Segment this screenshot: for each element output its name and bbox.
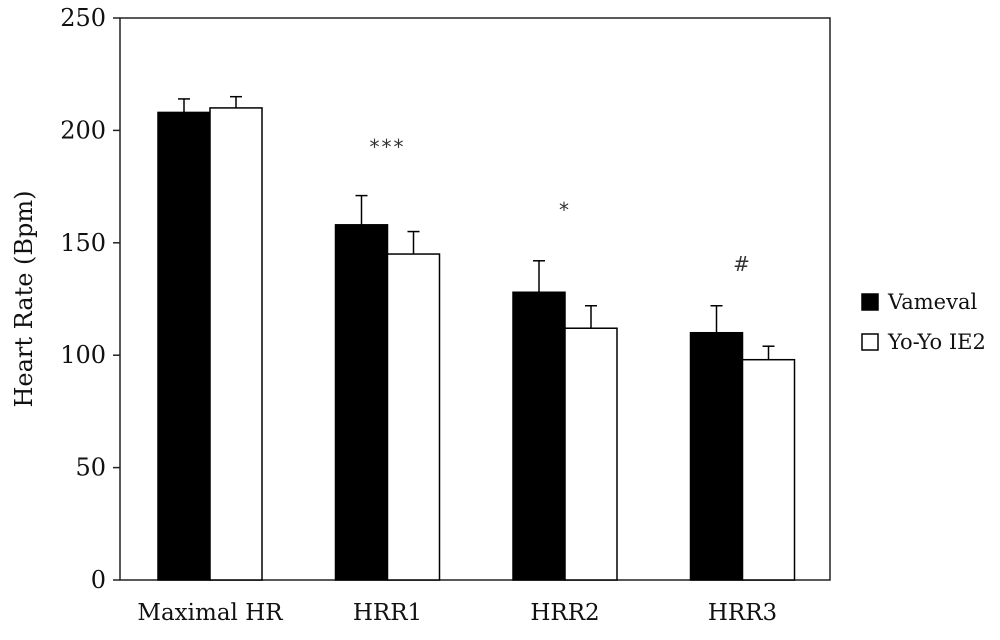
- bar-yo-yo-ie2-2: [564, 327, 618, 581]
- x-axis: Maximal HR HRR1 HRR2 HRR3: [137, 600, 777, 626]
- bar-vameval-3: [689, 331, 744, 581]
- y-tick-label: 150: [60, 229, 106, 257]
- legend: Vameval Yo-Yo IE2: [861, 290, 986, 354]
- y-tick-label: 200: [60, 116, 106, 144]
- x-category-label: Maximal HR: [137, 600, 283, 626]
- significance-annotations: ****#: [370, 135, 752, 276]
- legend-label: Yo-Yo IE2: [887, 330, 986, 354]
- significance-marker: *: [559, 198, 571, 222]
- legend-swatch: [861, 333, 879, 351]
- significance-marker: ***: [370, 135, 406, 159]
- y-axis-label: Heart Rate (Bpm): [10, 190, 38, 407]
- error-bars: [178, 95, 775, 360]
- x-category-label: HRR2: [530, 600, 599, 626]
- y-tick-label: 250: [60, 4, 106, 32]
- x-category-label: HRR1: [353, 600, 422, 626]
- legend-label: Vameval: [887, 290, 977, 314]
- y-axis: 0 50 100 150 200 250: [60, 4, 120, 594]
- plot-frame: [119, 17, 831, 581]
- bar-yo-yo-ie2-0: [209, 107, 263, 581]
- bar-vameval-0: [157, 111, 211, 581]
- bar-yo-yo-ie2-1: [386, 253, 441, 581]
- x-category-label: HRR3: [708, 600, 777, 626]
- significance-marker: #: [733, 252, 752, 276]
- bar-yo-yo-ie2-3: [741, 358, 796, 581]
- y-tick-label: 100: [60, 341, 106, 369]
- y-tick-label: 50: [75, 454, 106, 482]
- bars: [157, 107, 796, 581]
- y-tick-label: 0: [91, 566, 106, 594]
- bar-vameval-2: [512, 291, 566, 581]
- legend-swatch: [861, 293, 879, 311]
- bar-vameval-1: [334, 224, 389, 581]
